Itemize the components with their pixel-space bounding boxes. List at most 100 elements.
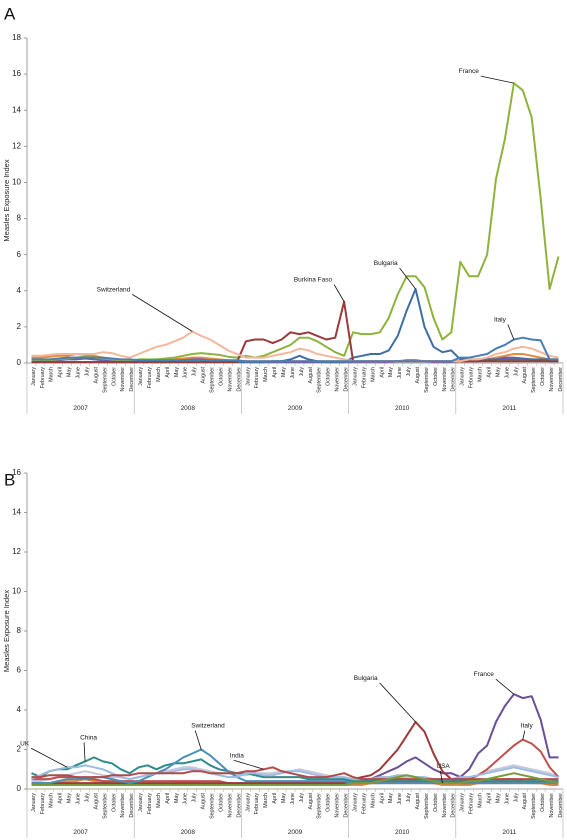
x-month-label: January	[460, 793, 466, 812]
series-line-usa	[31, 772, 559, 786]
y-tick-label: 4	[17, 286, 22, 295]
x-month-label: April	[272, 367, 278, 378]
panel-label: B	[4, 470, 15, 489]
x-month-label: September	[424, 367, 430, 393]
x-year-label: 2009	[288, 829, 303, 836]
x-month-label: September	[102, 367, 108, 393]
annotation-leader	[333, 284, 345, 302]
x-month-label: August	[308, 366, 314, 383]
x-month-label: May	[67, 367, 73, 377]
y-tick-label: 16	[12, 69, 21, 78]
x-month-label: May	[281, 367, 287, 377]
x-month-label: May	[174, 793, 180, 803]
x-month-label: October	[218, 793, 224, 812]
annotation-label: USA	[436, 763, 450, 770]
x-month-label: October	[111, 793, 117, 812]
x-month-label: July	[192, 793, 198, 803]
x-month-label: August	[201, 792, 207, 809]
x-month-label: December	[558, 793, 564, 818]
x-month-label: January	[460, 367, 466, 386]
x-month-label: January	[138, 367, 144, 386]
x-month-label: August	[415, 792, 421, 809]
x-year-label: 2011	[502, 405, 516, 412]
series-line-switzerland	[31, 330, 559, 363]
x-month-label: March	[156, 793, 162, 808]
x-month-label: July	[513, 793, 519, 803]
x-month-label: October	[326, 367, 332, 386]
annotation-label: Italy	[521, 723, 534, 730]
annotation-leader	[379, 682, 416, 723]
x-month-label: August	[522, 366, 528, 383]
x-month-label: October	[218, 367, 224, 386]
x-month-label: February	[254, 793, 260, 815]
panel-a: A 0 2 4 6 8 10 12 14 16 18 Measles Exposure Index Ja…	[2, 4, 564, 414]
x-month-label: December	[236, 793, 242, 818]
annotation-leader	[233, 759, 264, 770]
x-month-label: May	[495, 367, 501, 377]
x-month-label: January	[31, 367, 37, 386]
x-month-label: December	[558, 367, 564, 392]
x-month-label: October	[540, 367, 546, 386]
x-month-label: August	[93, 792, 99, 809]
x-month-label: July	[406, 367, 412, 377]
x-month-label: November	[227, 367, 233, 392]
x-month-label: November	[335, 367, 341, 392]
x-month-label: January	[138, 793, 144, 812]
x-month-label: September	[317, 367, 323, 393]
annotation-label: UK	[20, 740, 30, 747]
y-tick-label: 4	[17, 705, 22, 714]
x-month-label: June	[397, 367, 403, 379]
x-month-label: December	[451, 793, 457, 818]
x-month-label: January	[245, 793, 251, 812]
x-month-label: February	[147, 367, 153, 389]
x-month-label: June	[397, 793, 403, 805]
x-month-label: July	[192, 367, 198, 377]
x-month-label: July	[299, 793, 305, 803]
x-month-label: July	[406, 793, 412, 803]
y-tick-label: 10	[12, 178, 21, 187]
y-tick-label: 2	[17, 745, 22, 754]
x-month-label: May	[174, 367, 180, 377]
annotation-leader	[399, 267, 416, 290]
x-month-label: November	[549, 793, 555, 818]
y-tick-label: 0	[17, 358, 22, 367]
x-month-label: October	[540, 793, 546, 812]
y-tick-label: 10	[12, 587, 21, 596]
annotation-leader	[495, 678, 515, 695]
series-line-uk	[31, 764, 559, 781]
annotation-label: Switzerland	[191, 723, 225, 730]
x-month-label: November	[442, 793, 448, 818]
y-tick-label: 8	[17, 626, 22, 635]
panel-label: A	[4, 4, 16, 23]
x-month-label: September	[210, 367, 216, 393]
x-month-label: June	[183, 367, 189, 379]
annotation-label: France	[459, 68, 480, 75]
x-month-label: September	[531, 793, 537, 819]
x-month-label: September	[531, 367, 537, 393]
x-month-label: July	[84, 793, 90, 803]
x-month-label: March	[263, 367, 269, 382]
annotation-label: Bulgaria	[374, 260, 398, 267]
x-month-label: June	[504, 367, 510, 379]
annotation-label: Burkina Faso	[294, 277, 333, 284]
annotation-leader	[440, 771, 443, 784]
x-month-label: April	[486, 793, 492, 804]
series-line-burkina-faso	[31, 300, 559, 364]
x-month-label: October	[111, 367, 117, 386]
x-month-label: November	[442, 367, 448, 392]
x-month-label: May	[388, 367, 394, 377]
x-month-label: March	[478, 367, 484, 382]
x-month-label: September	[317, 793, 323, 819]
annotation-leader	[194, 730, 202, 750]
x-month-label: February	[147, 793, 153, 815]
x-month-label: April	[58, 793, 64, 804]
x-month-label: July	[84, 367, 90, 377]
x-month-label: February	[361, 793, 367, 815]
x-month-label: August	[415, 366, 421, 383]
x-month-label: June	[76, 367, 82, 379]
x-month-label: March	[49, 367, 55, 382]
y-tick-label: 0	[17, 784, 22, 793]
y-tick-label: 2	[17, 322, 22, 331]
x-month-label: June	[76, 793, 82, 805]
x-month-label: December	[451, 367, 457, 392]
